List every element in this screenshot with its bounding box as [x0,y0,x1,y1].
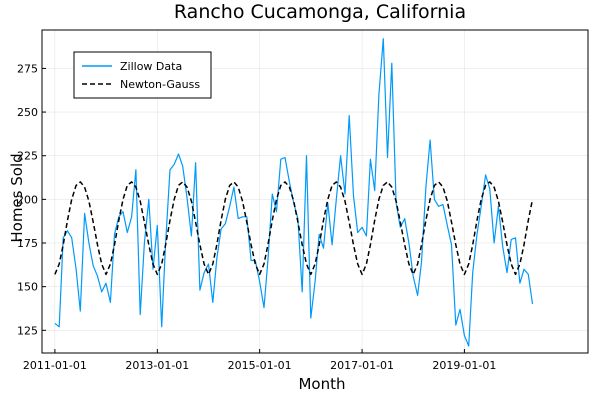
y-tick-label: 250 [17,106,38,119]
legend-box [73,51,212,99]
y-tick-label: 125 [17,324,38,337]
axis-ticks: 2011-01-01 2013-01-01 2015-01-01 2017-01-01… [17,62,496,372]
legend-label-zillow-data: Zillow Data [120,60,182,73]
y-axis-label: Homes Sold [8,153,26,242]
x-tick-label: 2015-01-01 [228,359,292,372]
legend-label-newton-gauss: Newton-Gauss [120,78,200,91]
y-tick-label: 225 [17,150,38,163]
x-axis-label: Month [298,375,345,393]
x-tick-label: 2013-01-01 [125,359,189,372]
series-line-newton-gauss [54,181,534,276]
y-tick-label: 275 [17,62,38,75]
y-tick-label: 150 [17,281,38,294]
chart-title: Rancho Cucamonga, California [174,1,466,23]
x-tick-label: 2011-01-01 [23,359,87,372]
legend: Zillow Data Newton-Gauss [73,51,212,99]
y-tick-label: 200 [17,193,38,206]
plot-frame [41,29,589,354]
x-tick-label: 2017-01-01 [330,359,394,372]
series-group [54,38,534,347]
y-tick-label: 175 [17,237,38,250]
x-tick-label: 2019-01-01 [432,359,496,372]
